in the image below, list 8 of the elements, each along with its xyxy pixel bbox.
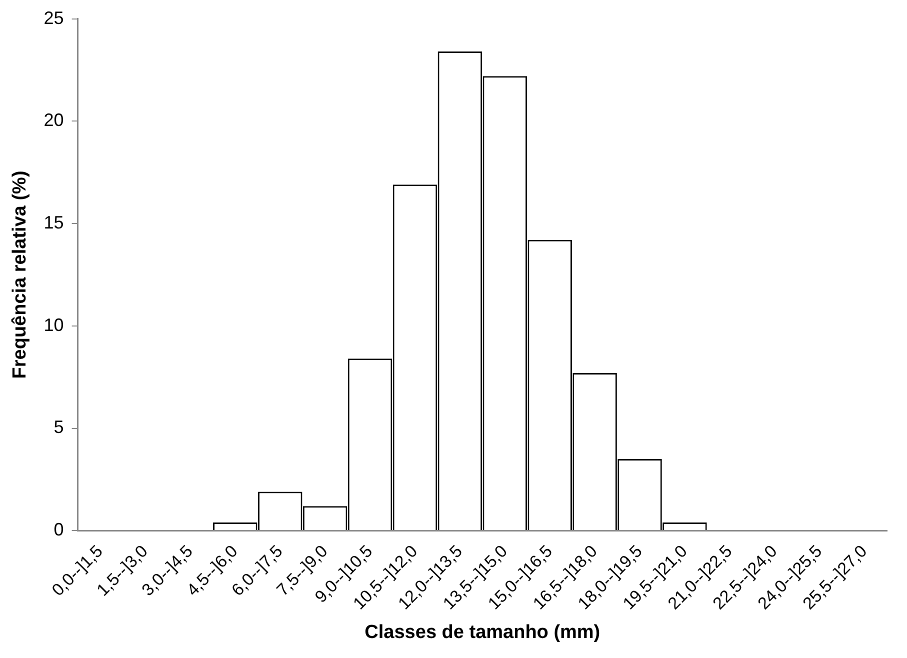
y-tick-label: 25 — [44, 8, 64, 28]
y-tick-label: 15 — [44, 212, 64, 233]
x-axis-title: Classes de tamanho (mm) — [364, 622, 600, 643]
y-axis-title: Frequência relativa (%) — [10, 170, 31, 379]
y-tick-label: 0 — [54, 520, 64, 540]
y-tick-label: 20 — [44, 110, 64, 130]
y-tick-label: 5 — [54, 417, 64, 438]
y-tick-label: 10 — [44, 314, 64, 335]
